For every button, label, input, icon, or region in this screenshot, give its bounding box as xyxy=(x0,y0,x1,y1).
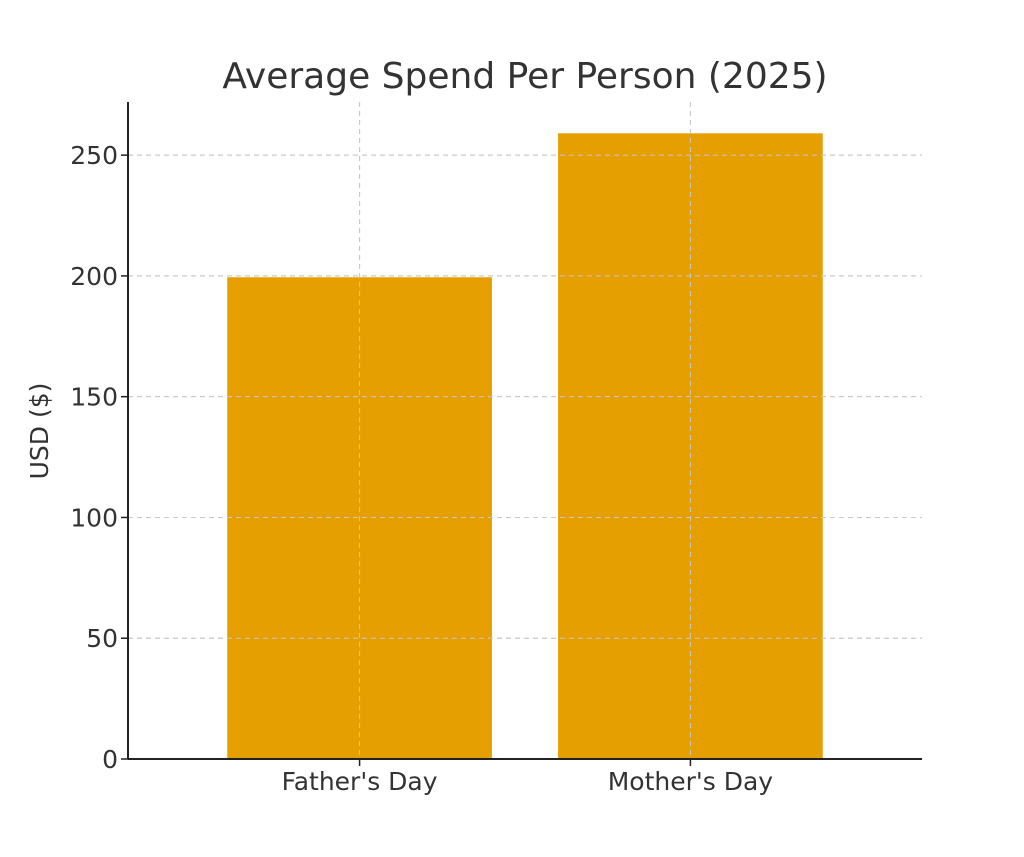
y-tick-label: 250 xyxy=(70,141,118,170)
tick-labels: 0 50 100 150 200 250 Father's Day Mother's Day xyxy=(70,141,773,796)
chart-title: Average Spend Per Person (2025) xyxy=(222,56,827,97)
y-tick-label: 150 xyxy=(70,383,118,412)
bars xyxy=(128,102,922,759)
y-tick-label: 0 xyxy=(102,745,118,774)
axes xyxy=(127,102,922,760)
y-tick-label: 50 xyxy=(86,624,118,653)
x-tick-label: Father's Day xyxy=(282,767,438,796)
x-tick-label: Mother's Day xyxy=(608,767,774,796)
y-tick-label: 100 xyxy=(70,503,118,532)
y-tick-label: 200 xyxy=(70,262,118,291)
y-axis-label: USD ($) xyxy=(25,383,54,480)
